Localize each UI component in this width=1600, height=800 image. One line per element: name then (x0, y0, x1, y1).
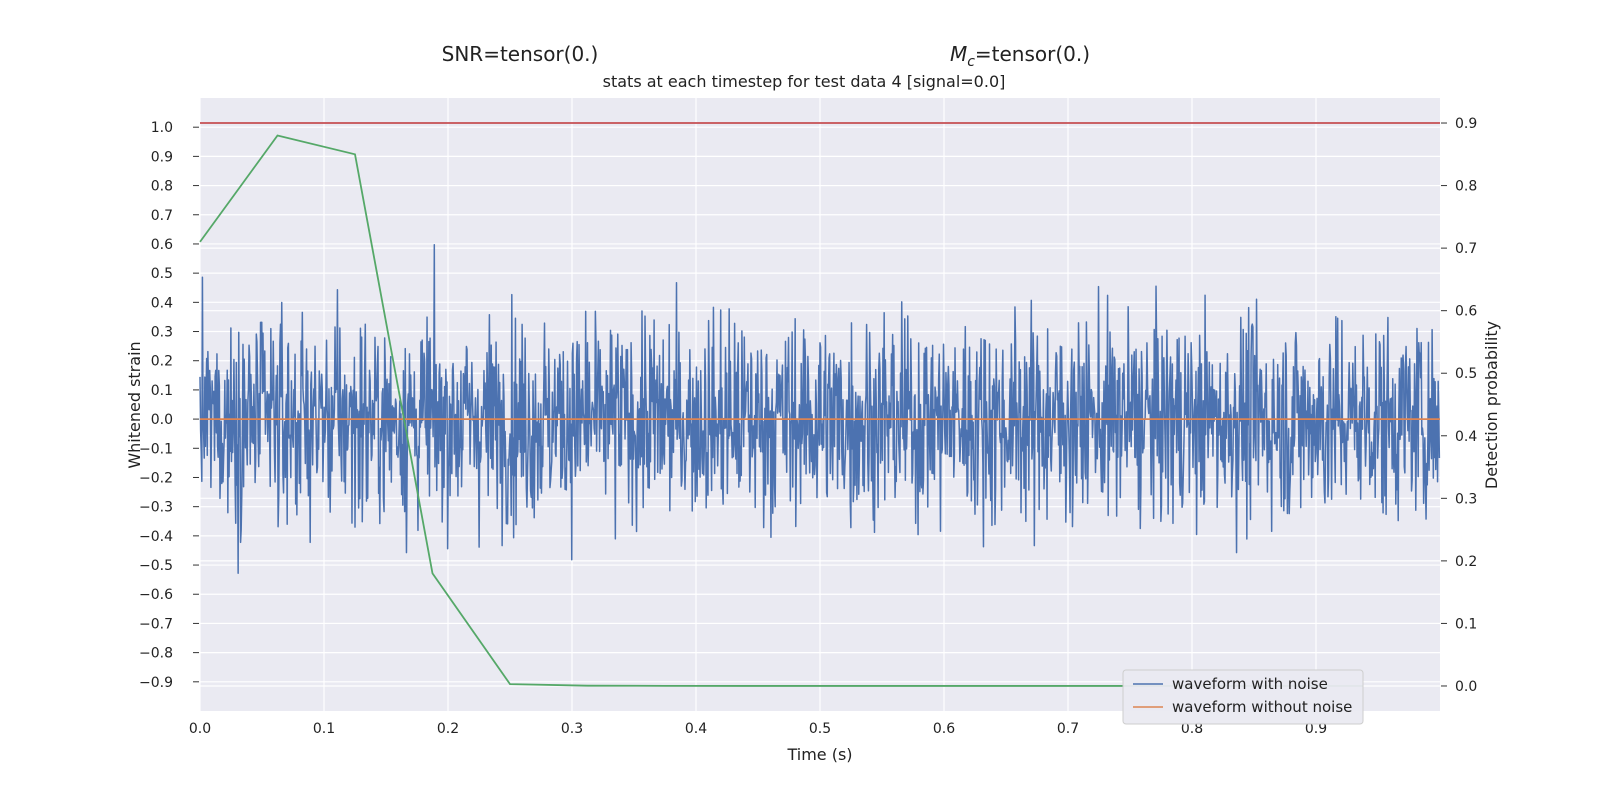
x-axis-label: Time (s) (786, 745, 852, 764)
x-tick-label: 0.8 (1181, 721, 1203, 737)
suptitle-snr: SNR=tensor(0.) (442, 42, 599, 66)
legend-box (1122, 669, 1364, 725)
legend-label-noise: waveform with noise (1172, 675, 1328, 693)
chirp-mass-subscript: c (967, 54, 975, 70)
y-left-tick-label: −0.7 (139, 616, 173, 632)
y-right-tick-label: 0.3 (1455, 491, 1477, 507)
y-left-tick-label: −0.8 (139, 646, 173, 662)
chirp-mass-rest: =tensor(0.) (975, 42, 1090, 66)
y-left-tick-label: 0.6 (151, 237, 173, 253)
y-left-tick-label: 0.7 (151, 208, 173, 224)
y-left-tick-label: 0.9 (151, 149, 173, 165)
y-left-tick-label: −0.9 (139, 675, 173, 691)
x-tick-label: 0.9 (1305, 721, 1327, 737)
y-right-tick-label: 0.8 (1455, 179, 1477, 195)
y-left-tick-label: −0.2 (139, 470, 173, 486)
y-right-tick-label: 0.5 (1455, 366, 1477, 382)
y-left-tick-label: 1.0 (151, 120, 173, 136)
x-tick-label: 0.2 (437, 721, 459, 737)
x-tick-label: 0.5 (809, 721, 831, 737)
y-left-tick-label: 0.1 (151, 383, 173, 399)
y-left-tick-label: 0.8 (151, 179, 173, 195)
x-tick-label: 0.3 (561, 721, 583, 737)
y-left-tick-label: 0.2 (151, 354, 173, 370)
series-waveform-with-noise (199, 243, 1441, 574)
y-right-tick-label: 0.9 (1455, 116, 1477, 132)
y-right-tick-label: 0.0 (1455, 679, 1477, 695)
y-left-tick-label: −0.5 (139, 558, 173, 574)
y-left-tick-label: −0.1 (139, 441, 173, 457)
y-left-tick-label: 0.3 (151, 325, 173, 341)
y-left-tick-label: −0.4 (139, 529, 173, 545)
y-right-tick-label: 0.4 (1455, 429, 1477, 445)
chart-title: stats at each timestep for test data 4 [… (603, 72, 1006, 91)
y-axis-left: 1.0 0.9 0.8 0.7 0.6 0.5 0.4 0.3 0.2 0.1 0.0 −0.1 −0.… (139, 120, 199, 691)
x-tick-label: 0.4 (685, 721, 707, 737)
y-left-tick-label: 0.0 (151, 412, 173, 428)
y-left-tick-label: −0.3 (139, 500, 173, 516)
x-tick-label: 0.7 (1057, 721, 1079, 737)
suptitle-chirp-mass: Mc=tensor(0.) (950, 42, 1090, 70)
legend: waveform with noise waveform without noi… (1122, 669, 1364, 725)
x-tick-label: 0.6 (933, 721, 955, 737)
x-tick-label: 0.0 (189, 721, 211, 737)
y-axis-left-label: Whitened strain (125, 341, 144, 468)
y-axis-right-label: Detection probability (1482, 321, 1501, 489)
y-left-tick-label: −0.6 (139, 587, 173, 603)
chirp-mass-symbol: M (950, 42, 967, 66)
legend-label-clean: waveform without noise (1172, 698, 1352, 716)
y-axis-right: 0.9 0.8 0.7 0.6 0.5 0.4 0.3 0.2 0.1 0.0 (1441, 116, 1477, 695)
y-right-tick-label: 0.1 (1455, 616, 1477, 632)
x-tick-label: 0.1 (313, 721, 335, 737)
y-right-tick-label: 0.7 (1455, 241, 1477, 257)
y-left-tick-label: 0.4 (151, 295, 173, 311)
y-right-tick-label: 0.6 (1455, 304, 1477, 320)
y-right-tick-label: 0.2 (1455, 554, 1477, 570)
y-left-tick-label: 0.5 (151, 266, 173, 282)
x-axis: 0.0 0.1 0.2 0.3 0.4 0.5 0.6 0.7 0.8 0.9 (189, 721, 1327, 737)
